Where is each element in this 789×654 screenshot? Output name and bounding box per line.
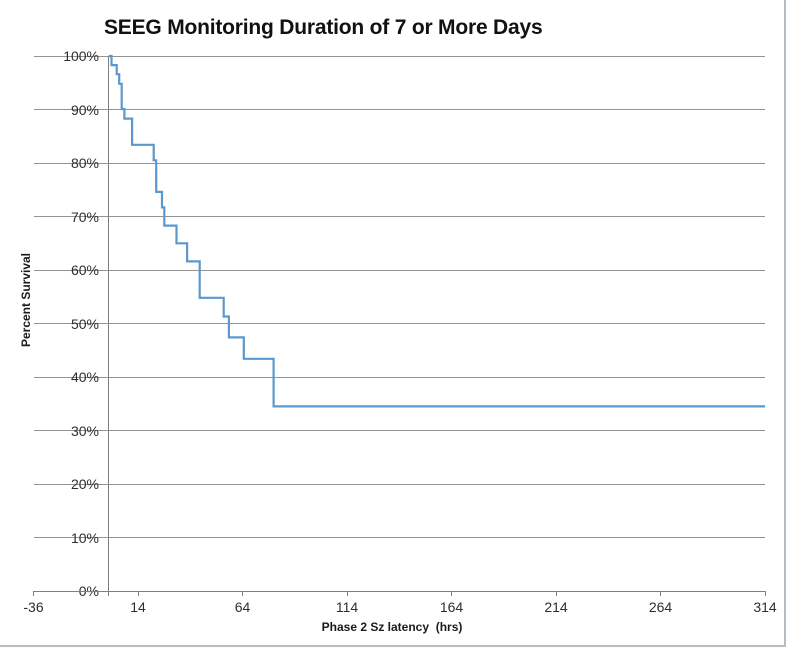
x-tick-label: 214 [544,599,568,615]
x-axis-line [33,590,765,592]
survival-curve [108,54,765,408]
y-tick-label: 70% [70,208,99,225]
x-tick-label: 14 [130,599,146,615]
x-tick-label: 164 [439,599,464,615]
x-tick-mark [555,591,557,596]
x-tick-label: 114 [335,599,359,615]
x-tick-label: -36 [23,599,44,615]
gridline-70% [33,216,765,217]
x-tick-label: 64 [234,599,251,615]
gridline-60% [33,269,765,271]
gridline-10% [33,537,765,538]
y-tick-label: 60% [70,262,99,278]
gridline-100% [33,55,765,57]
gridline-50% [33,323,765,324]
chart-border-bottom [0,645,786,647]
y-tick-label: 90% [70,101,99,118]
gridline-20% [33,483,765,485]
gridline-40% [33,376,765,378]
x-tick-mark [242,591,243,596]
gridline-90% [33,109,765,110]
x-tick-mark [137,591,139,596]
y-tick-label: 40% [70,369,99,385]
y-tick-label: 10% [70,529,99,546]
x-tick-label: 314 [753,599,777,615]
x-tick-label: 264 [648,599,673,615]
chart-border-right [784,0,786,646]
x-tick-mark [660,591,661,596]
y-tick-label: 30% [70,422,99,439]
y-tick-label: 20% [70,476,99,492]
x-tick-mark [764,591,766,596]
x-tick-mark [451,591,452,596]
y-tick-label: 80% [70,155,99,171]
chart-title: SEEG Monitoring Duration of 7 or More Da… [104,16,543,39]
y-tick-label: 50% [70,315,99,332]
gridline-30% [33,430,765,431]
x-axis-title: Phase 2 Sz latency (hrs) [321,620,463,634]
x-tick-mark [33,591,34,596]
y-axis-line [108,56,110,596]
x-tick-mark [346,591,348,596]
y-tick-label: 100% [63,48,99,64]
gridline-80% [33,162,765,164]
